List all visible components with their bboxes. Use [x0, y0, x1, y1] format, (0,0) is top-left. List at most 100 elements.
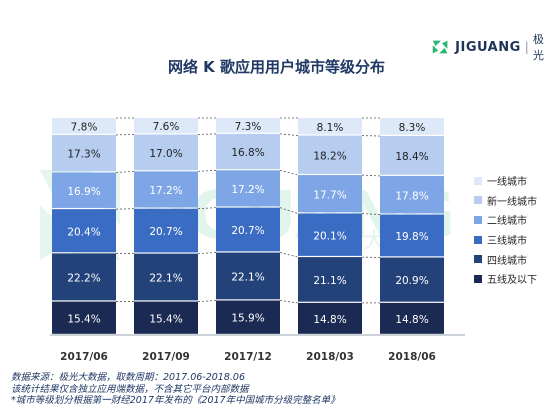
bar-segment: [134, 171, 198, 208]
connector-line: [197, 169, 217, 172]
data-label: 20.7%: [231, 225, 264, 237]
data-label: 14.8%: [395, 314, 428, 326]
bar-segment: [134, 208, 198, 253]
data-label: 7.3%: [235, 121, 262, 133]
bar-segment: [380, 175, 444, 214]
data-label: 14.8%: [313, 314, 346, 326]
data-label: 8.3%: [399, 122, 426, 134]
data-label: 20.4%: [67, 226, 100, 238]
bar-segment: [298, 175, 362, 213]
x-tick-labels: 2017/06 2017/09 2017/12 2018/03 2018/06: [60, 351, 436, 363]
legend-item: 四线城市: [474, 249, 537, 269]
legend-item: 新一线城市: [474, 191, 537, 211]
connector-line: [197, 133, 217, 135]
data-label: 8.1%: [317, 122, 344, 134]
connector-line: [279, 169, 299, 176]
x-tick-label: 2017/06: [60, 351, 108, 363]
chart-title: 网络 K 歌应用用户城市等级分布: [167, 58, 386, 76]
bar-segment: [380, 118, 444, 135]
footnote-source: 数据来源：极光大数据，取数周期：2017.06-2018.06: [11, 372, 245, 383]
bar-segment: [216, 118, 280, 133]
data-label: 15.9%: [231, 313, 264, 325]
jiguang-logo-icon: [432, 40, 448, 54]
data-label: 18.4%: [395, 151, 428, 163]
legend: 一线城市新一线城市二线城市三线城市四线城市五线及以下: [474, 171, 537, 289]
connector-line: [361, 174, 381, 177]
bar-segment: [134, 118, 198, 134]
bar-segment: [216, 252, 280, 300]
footnote: 数据来源：极光大数据，取数周期：2017.06-2018.06 该统计结果仅含独…: [11, 372, 340, 407]
bar-segment: [298, 257, 362, 302]
connector-line: [279, 133, 299, 136]
footnote-city-tier: *城市等级划分根据第一财经2017年发布的《2017年中国城市分级完整名单》: [11, 395, 340, 407]
bar-segment: [216, 207, 280, 252]
legend-label: 四线城市: [487, 255, 527, 267]
legend-label: 五线及以下: [487, 275, 537, 287]
bar-segment: [298, 135, 362, 174]
footnote-scope: 该统计结果仅含独立应用端数据，不含其它平台内部数据: [11, 383, 249, 395]
bar-segment: [52, 253, 116, 301]
connector-line: [197, 207, 217, 210]
brand-separator: |: [524, 40, 529, 54]
connector-line: [361, 213, 381, 215]
connector-line: [197, 300, 217, 302]
connector-line: [115, 170, 135, 173]
bar-segment: [380, 257, 444, 302]
data-label: 20.7%: [149, 226, 182, 238]
bar-segment: [380, 214, 444, 257]
data-label: 17.0%: [149, 148, 182, 160]
bar-segment: [380, 136, 444, 175]
connector-lines: [115, 117, 381, 304]
data-label: 22.1%: [231, 272, 264, 284]
data-label: 15.4%: [149, 313, 182, 325]
data-label: 17.7%: [313, 189, 346, 201]
data-label: 18.2%: [313, 150, 346, 162]
data-label: 15.4%: [67, 313, 100, 325]
legend-label: 二线城市: [487, 216, 527, 228]
data-label: 16.9%: [67, 186, 100, 198]
bar-segment: [216, 133, 280, 170]
x-tick-label: 2017/12: [224, 351, 272, 363]
x-tick-label: 2017/09: [142, 351, 190, 363]
legend-item: 三线城市: [474, 230, 537, 250]
data-label: 16.8%: [231, 147, 264, 159]
bar-segment: [52, 172, 116, 208]
data-label: 20.1%: [313, 230, 346, 242]
brand-logo: JIGUANG | 极光: [430, 33, 553, 62]
legend-swatch: [474, 235, 482, 244]
data-label: 19.8%: [395, 231, 428, 243]
bar-segment: [380, 302, 444, 334]
bars-group: [52, 118, 444, 334]
bar-segment: [52, 209, 116, 253]
connector-line: [197, 252, 217, 255]
data-label: 21.1%: [313, 275, 346, 287]
data-labels: 15.4% 22.2% 20.4% 16.9% 17.3% 7.8% 15.4% 22.1% 2…: [67, 121, 428, 326]
data-label: 17.2%: [231, 184, 264, 196]
brand-name: JIGUANG: [455, 39, 521, 55]
bar-segment: [298, 302, 362, 334]
connector-line: [279, 300, 299, 304]
legend-label: 一线城市: [487, 177, 527, 189]
data-label: 17.8%: [395, 190, 428, 202]
bar-segment: [134, 253, 198, 301]
data-label: 7.6%: [153, 121, 180, 133]
legend-swatch: [474, 176, 482, 185]
connector-line: [279, 207, 299, 214]
data-label: 7.8%: [71, 121, 98, 133]
data-label: 22.1%: [149, 273, 182, 285]
x-tick-label: 2018/03: [306, 351, 354, 363]
bar-segment: [52, 134, 116, 172]
bar-segment: [298, 213, 362, 256]
bar-segment: [216, 300, 280, 334]
legend-swatch: [474, 196, 482, 205]
data-label: 20.9%: [395, 275, 428, 287]
data-label: 17.3%: [67, 149, 100, 161]
bar-segment: [52, 301, 116, 334]
brand-name-cn: 极光: [532, 33, 544, 62]
legend-label: 新一线城市: [487, 196, 537, 208]
bar-segment: [216, 170, 280, 207]
legend-item: 一线城市: [474, 171, 537, 191]
legend-swatch: [474, 215, 482, 224]
connector-line: [279, 252, 299, 258]
